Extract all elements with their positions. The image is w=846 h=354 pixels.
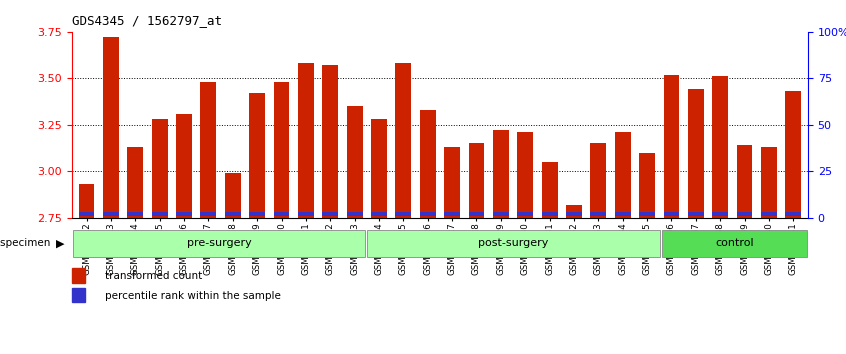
Bar bbox=[347, 106, 363, 218]
Bar bbox=[201, 82, 217, 218]
Bar bbox=[250, 93, 265, 218]
Text: control: control bbox=[715, 238, 754, 249]
Bar bbox=[444, 147, 460, 218]
Bar bbox=[395, 63, 411, 218]
Bar bbox=[395, 212, 411, 216]
Bar bbox=[662, 229, 807, 257]
Text: percentile rank within the sample: percentile rank within the sample bbox=[105, 291, 281, 301]
Bar bbox=[128, 147, 143, 218]
Bar bbox=[151, 119, 168, 218]
Bar bbox=[712, 212, 728, 216]
Bar bbox=[615, 212, 630, 216]
Bar bbox=[128, 212, 143, 216]
Bar bbox=[298, 63, 314, 218]
Bar bbox=[712, 76, 728, 218]
Bar bbox=[322, 65, 338, 218]
Bar bbox=[273, 82, 289, 218]
Bar bbox=[176, 212, 192, 216]
Bar bbox=[566, 212, 582, 216]
Bar bbox=[72, 268, 85, 283]
Bar bbox=[347, 212, 363, 216]
Bar bbox=[640, 153, 655, 218]
Bar bbox=[517, 132, 533, 218]
Bar bbox=[469, 143, 485, 218]
Bar bbox=[371, 212, 387, 216]
Bar bbox=[761, 212, 777, 216]
Bar bbox=[663, 75, 679, 218]
Bar bbox=[371, 119, 387, 218]
Bar bbox=[103, 212, 118, 216]
Bar bbox=[73, 229, 365, 257]
Bar bbox=[298, 212, 314, 216]
Bar bbox=[517, 212, 533, 216]
Bar bbox=[201, 212, 217, 216]
Text: pre-surgery: pre-surgery bbox=[187, 238, 251, 249]
Bar bbox=[103, 38, 118, 218]
Bar bbox=[615, 132, 630, 218]
Bar bbox=[250, 212, 265, 216]
Bar bbox=[420, 110, 436, 218]
Bar bbox=[225, 212, 240, 216]
Bar bbox=[493, 130, 508, 218]
Bar bbox=[176, 114, 192, 218]
Bar bbox=[420, 212, 436, 216]
Bar bbox=[79, 212, 95, 216]
Bar bbox=[273, 212, 289, 216]
Bar bbox=[591, 143, 607, 218]
Text: specimen: specimen bbox=[0, 238, 53, 249]
Bar bbox=[688, 212, 704, 216]
Bar bbox=[737, 212, 752, 216]
Bar bbox=[541, 162, 558, 218]
Bar bbox=[151, 212, 168, 216]
Bar bbox=[469, 212, 485, 216]
Bar bbox=[566, 205, 582, 218]
Bar bbox=[785, 91, 801, 218]
Bar bbox=[737, 145, 752, 218]
Bar bbox=[785, 212, 801, 216]
Bar bbox=[591, 212, 607, 216]
Bar bbox=[225, 173, 240, 218]
Bar bbox=[688, 90, 704, 218]
Bar bbox=[444, 212, 460, 216]
Bar bbox=[72, 288, 85, 302]
Bar bbox=[640, 212, 655, 216]
Bar bbox=[322, 212, 338, 216]
Bar bbox=[493, 212, 508, 216]
Bar bbox=[663, 212, 679, 216]
Bar bbox=[367, 229, 660, 257]
Text: transformed count: transformed count bbox=[105, 272, 202, 281]
Text: post-surgery: post-surgery bbox=[478, 238, 549, 249]
Bar bbox=[79, 184, 95, 218]
Bar bbox=[541, 212, 558, 216]
Bar bbox=[761, 147, 777, 218]
Text: ▶: ▶ bbox=[56, 238, 64, 249]
Text: GDS4345 / 1562797_at: GDS4345 / 1562797_at bbox=[72, 14, 222, 27]
